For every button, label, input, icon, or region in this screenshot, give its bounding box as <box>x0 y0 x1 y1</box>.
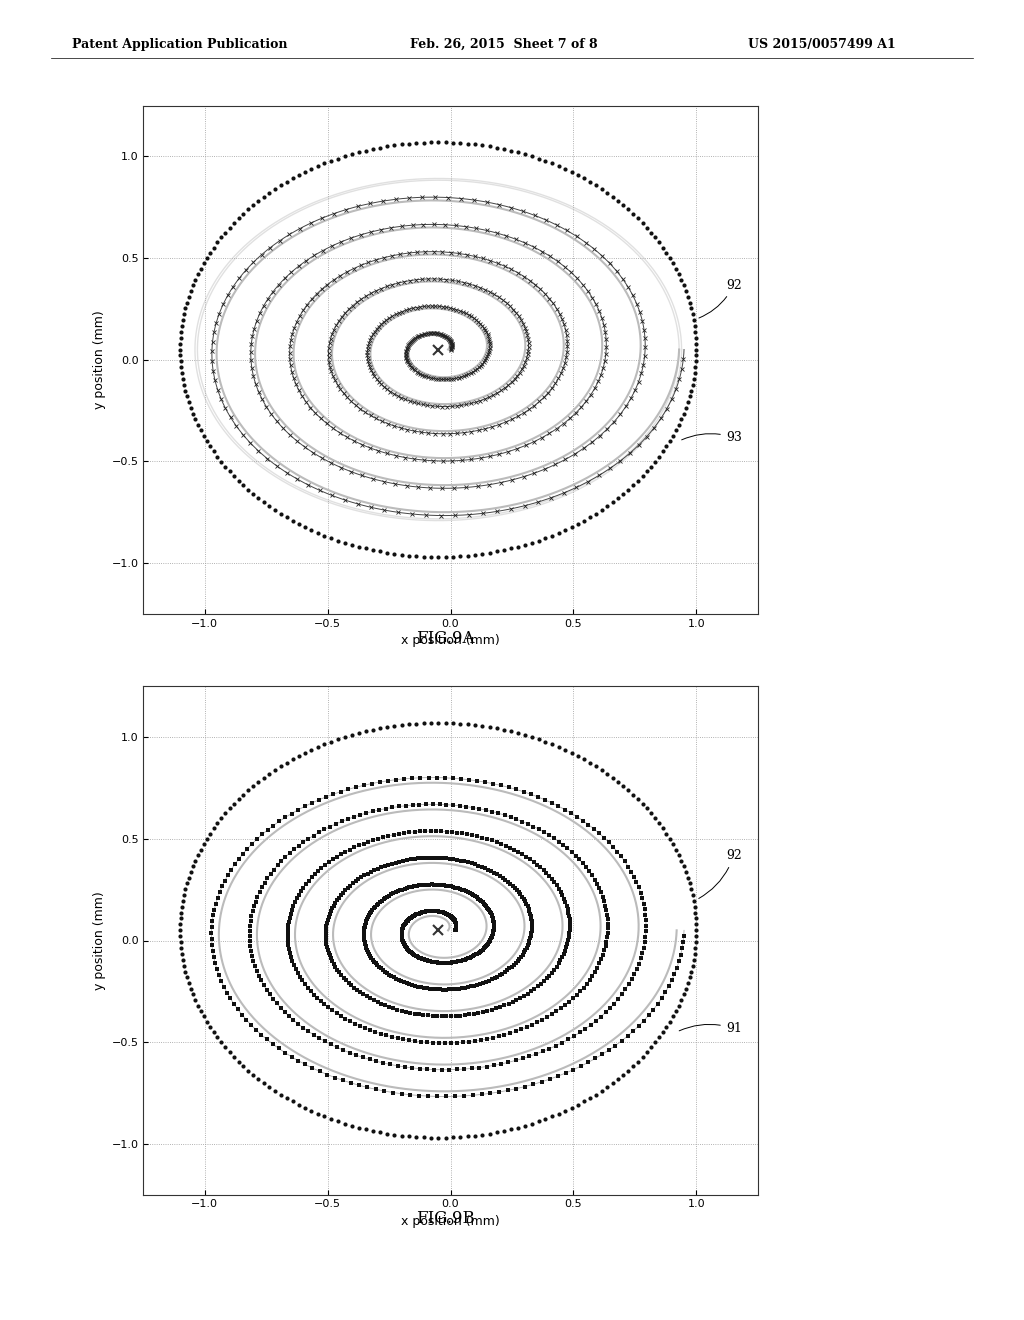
Text: US 2015/0057499 A1: US 2015/0057499 A1 <box>748 38 895 51</box>
Text: 91: 91 <box>679 1022 741 1035</box>
Y-axis label: y position (mm): y position (mm) <box>93 891 105 990</box>
Text: 92: 92 <box>699 279 741 318</box>
Y-axis label: y position (mm): y position (mm) <box>93 310 105 409</box>
Text: FIG.9B: FIG.9B <box>416 1210 475 1228</box>
X-axis label: x position (mm): x position (mm) <box>401 634 500 647</box>
Text: FIG.9A: FIG.9A <box>416 630 475 647</box>
Text: Feb. 26, 2015  Sheet 7 of 8: Feb. 26, 2015 Sheet 7 of 8 <box>410 38 597 51</box>
Text: 93: 93 <box>682 432 741 444</box>
X-axis label: x position (mm): x position (mm) <box>401 1214 500 1228</box>
Text: 92: 92 <box>698 849 741 899</box>
Text: Patent Application Publication: Patent Application Publication <box>72 38 287 51</box>
